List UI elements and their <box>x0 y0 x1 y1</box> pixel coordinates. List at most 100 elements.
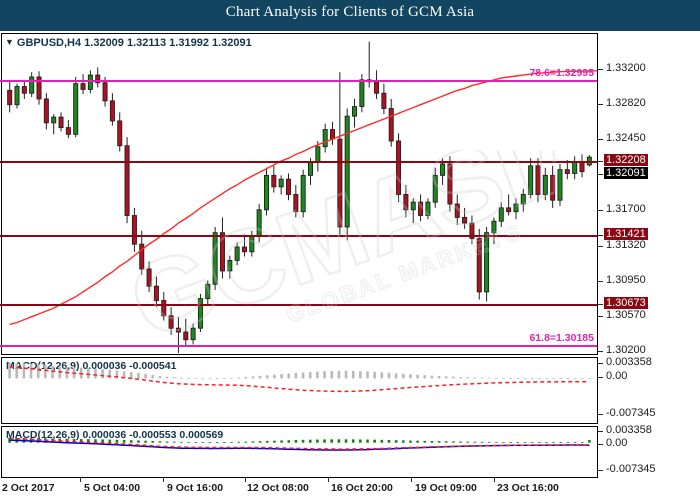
time-axis-label: 19 Oct 09:00 <box>415 482 477 494</box>
macd-histogram-bar <box>251 441 255 443</box>
macd-histogram-bar <box>15 363 19 379</box>
macd-panel-2[interactable]: MACD(12,26,9) 0.000036 -0.000553 0.00056… <box>1 426 598 478</box>
macd-histogram-bar <box>344 439 348 443</box>
candlestick <box>124 137 130 224</box>
macd-histogram-bar <box>502 442 505 443</box>
macd-histogram-bar <box>416 374 419 379</box>
macd-histogram-bar <box>516 378 520 379</box>
macd-histogram-bar <box>380 372 384 379</box>
macd-panel-1[interactable]: MACD(12,26,9) 0.000036 -0.000541 <box>1 357 598 424</box>
axis-tick <box>598 210 603 211</box>
macd-histogram-bar <box>251 376 255 379</box>
macd-histogram-bar <box>480 377 484 379</box>
macd-histogram-bar <box>244 441 248 443</box>
macd-histogram-bar <box>573 442 577 443</box>
axis-tick <box>598 444 603 445</box>
macd-histogram-bar <box>495 377 498 379</box>
macd-histogram-bar <box>165 376 169 379</box>
candlestick <box>227 255 233 279</box>
resistance-line-1.31421 <box>0 235 597 237</box>
macd-histogram-bar <box>237 441 240 443</box>
macd1-canvas <box>8 362 591 393</box>
candlestick <box>447 156 453 212</box>
macd-histogram-bar <box>8 362 11 379</box>
price-chart-pane[interactable]: ▼ GBPUSD,H4 1.32009 1.32113 1.31992 1.320… <box>1 33 598 355</box>
macd-histogram-bar <box>588 378 591 379</box>
time-axis-label: 23 Oct 16:00 <box>497 482 559 494</box>
macd-histogram-bar <box>387 439 391 443</box>
time-axis-tick <box>163 478 164 482</box>
macd-histogram-bar <box>444 376 448 379</box>
macd-histogram-bar <box>194 442 198 443</box>
price-axis-label: 1.30950 <box>606 274 646 286</box>
candlestick <box>396 133 402 203</box>
axis-tick <box>598 139 603 140</box>
macd-histogram-bar <box>444 441 448 443</box>
macd-histogram-bar <box>187 378 190 379</box>
macd-histogram-bar <box>308 439 312 443</box>
candlestick <box>234 242 240 266</box>
candlestick <box>109 93 115 126</box>
candlestick <box>131 207 137 252</box>
macd-histogram-bar <box>366 371 369 379</box>
symbol-info-text: GBPUSD,H4 1.32009 1.32113 1.31992 1.3209… <box>16 37 252 49</box>
candlestick <box>263 167 269 216</box>
candlestick <box>293 184 299 218</box>
candlestick <box>520 188 526 212</box>
macd-histogram-bar <box>416 440 419 443</box>
macd-histogram-bar <box>566 378 570 380</box>
price-axis[interactable] <box>598 33 700 478</box>
symbol-info-bar[interactable]: ▼ GBPUSD,H4 1.32009 1.32113 1.31992 1.320… <box>5 37 252 51</box>
macd-histogram-bar <box>94 368 97 379</box>
candlestick <box>168 307 174 335</box>
price-axis-label: 1.30570 <box>606 309 646 321</box>
candlestick <box>278 175 284 195</box>
axis-tick <box>598 304 603 305</box>
macd2-axis-label: -0.007345 <box>606 463 656 475</box>
macd-histogram-bar <box>87 368 90 379</box>
macd-histogram-bar <box>208 378 212 380</box>
page-title: Chart Analysis for Clients of GCM Asia <box>225 4 475 20</box>
title-banner: Chart Analysis for Clients of GCM Asia <box>0 0 700 31</box>
macd-histogram-bar <box>409 440 412 443</box>
macd-histogram-bar <box>194 378 198 380</box>
level-price-tag[interactable]: 1.31421 <box>604 228 648 240</box>
candlestick <box>212 226 218 290</box>
macd-histogram-bar <box>387 372 391 379</box>
macd-histogram-bar <box>495 441 498 443</box>
axis-tick <box>598 161 603 162</box>
candlestick <box>7 79 13 113</box>
current-price-tag[interactable]: 1.32091 <box>604 167 648 179</box>
level-price-tag[interactable]: 1.32208 <box>604 154 648 166</box>
candlestick <box>21 79 27 99</box>
macd-histogram-bar <box>215 378 219 380</box>
macd-histogram-bar <box>308 372 312 379</box>
macd-histogram-bar <box>79 439 83 443</box>
axis-tick <box>598 363 603 364</box>
chevron-down-icon[interactable]: ▼ <box>5 37 14 47</box>
macd-histogram-bar <box>36 364 40 379</box>
macd-histogram-bar <box>487 441 491 443</box>
macd-histogram-bar <box>437 375 441 379</box>
level-price-tag[interactable]: 1.30673 <box>604 297 648 309</box>
candlestick <box>65 119 71 139</box>
macd-histogram-bar <box>502 377 505 379</box>
macd-histogram-bar <box>280 374 283 379</box>
time-axis-label: 2 Oct 2017 <box>2 482 55 494</box>
macd-histogram-bar <box>430 375 434 379</box>
macd-histogram-bar <box>258 441 262 443</box>
time-axis-tick <box>80 478 81 482</box>
candlestick <box>95 67 101 88</box>
macd-histogram-bar <box>8 437 11 443</box>
candlestick <box>285 173 291 201</box>
candlestick <box>190 323 196 345</box>
candlestick <box>432 167 438 208</box>
candlestick-canvas <box>7 41 597 354</box>
macd-histogram-bar <box>273 440 276 443</box>
macd2-label: MACD(12,26,9) 0.000036 -0.000553 0.00056… <box>6 429 224 441</box>
macd-histogram-bar <box>380 439 384 443</box>
macd-histogram-bar <box>237 377 240 379</box>
candlestick <box>550 165 556 208</box>
macd-histogram-bar <box>122 371 126 379</box>
candlestick <box>564 160 570 180</box>
